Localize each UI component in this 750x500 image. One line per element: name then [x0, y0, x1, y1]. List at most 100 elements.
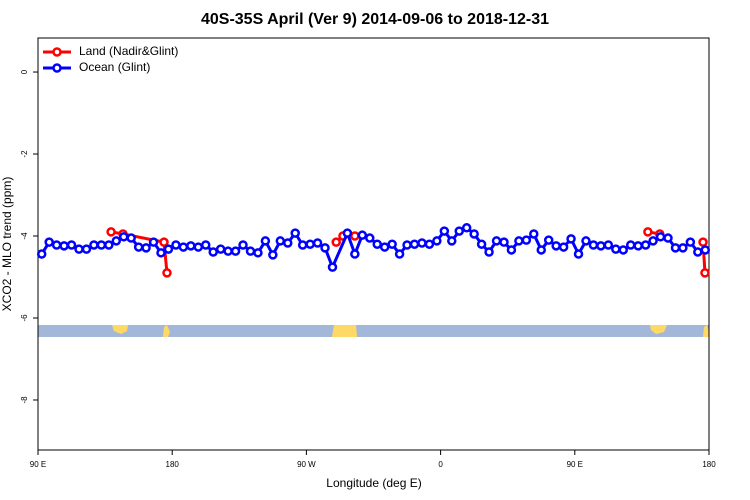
data-point — [424, 239, 435, 249]
data-point — [162, 268, 172, 278]
data-point — [409, 239, 420, 249]
data-point — [447, 236, 457, 246]
legend-label: Ocean (Glint) — [79, 60, 150, 74]
legend-marker — [52, 63, 62, 73]
data-point — [159, 237, 169, 247]
data-point — [193, 242, 204, 252]
data-point — [693, 247, 703, 257]
data-point — [215, 244, 226, 254]
legend-label: Land (Nadir&Glint) — [79, 44, 178, 58]
y-tick-label: -2 — [20, 150, 29, 158]
data-point — [625, 240, 636, 250]
data-point — [66, 240, 77, 250]
data-point — [171, 240, 181, 250]
land-blob — [112, 325, 128, 334]
data-point — [350, 231, 360, 241]
y-axis-label: XCO2 - MLO trend (ppm) — [0, 177, 14, 312]
data-point — [163, 244, 174, 254]
data-point — [394, 249, 405, 259]
data-point — [698, 237, 708, 247]
data-point — [529, 229, 539, 239]
data-point — [230, 246, 241, 256]
land-blob — [703, 325, 709, 337]
x-tick-label: 0 — [438, 460, 443, 469]
data-point — [685, 237, 696, 247]
data-point — [678, 243, 688, 253]
data-point — [417, 238, 427, 248]
data-point — [331, 237, 341, 247]
data-point — [648, 236, 658, 246]
data-point — [506, 245, 517, 255]
data-point — [387, 239, 397, 249]
data-point — [633, 241, 643, 251]
data-point — [350, 249, 360, 259]
data-point — [238, 240, 248, 250]
data-point — [141, 243, 151, 253]
data-point — [275, 236, 286, 246]
data-point — [133, 242, 144, 252]
data-point — [327, 262, 338, 272]
data-point — [700, 245, 711, 255]
data-point — [566, 234, 576, 244]
data-point — [305, 239, 315, 249]
data-point — [357, 230, 368, 240]
data-point — [469, 229, 479, 239]
data-point — [476, 239, 487, 249]
data-point — [148, 237, 159, 247]
data-point — [260, 236, 271, 246]
data-point — [126, 233, 136, 243]
data-point — [253, 248, 263, 258]
data-point — [104, 240, 114, 250]
data-point — [268, 250, 278, 260]
data-point — [454, 226, 464, 236]
data-point — [51, 240, 62, 250]
data-point — [573, 249, 584, 259]
data-point — [111, 236, 122, 246]
data-point — [342, 228, 353, 238]
legend-marker — [52, 47, 62, 57]
data-point — [611, 244, 621, 254]
y-tick-label: -4 — [20, 232, 29, 240]
data-point — [156, 248, 166, 258]
land-blob — [163, 325, 170, 337]
data-point — [439, 226, 450, 236]
data-point — [655, 232, 666, 242]
land-strip — [38, 325, 709, 337]
y-tick-label: -6 — [20, 314, 29, 322]
data-point — [372, 239, 382, 249]
data-point — [283, 238, 293, 248]
data-point — [365, 233, 375, 243]
x-tick-label: 180 — [166, 460, 180, 469]
plot-frame — [37, 37, 710, 451]
data-point — [96, 240, 107, 250]
data-point — [245, 246, 256, 256]
y-tick-label: 0 — [20, 69, 29, 74]
data-point — [700, 268, 710, 278]
land-blob — [650, 325, 667, 334]
data-point — [223, 246, 233, 256]
data-point — [89, 240, 99, 250]
data-point — [663, 233, 673, 243]
data-point — [208, 247, 218, 257]
ocean-band — [38, 325, 709, 337]
data-point — [596, 241, 606, 251]
data-point — [670, 243, 681, 253]
data-point — [297, 240, 308, 250]
x-tick-label: 180 — [702, 460, 716, 469]
data-point — [320, 243, 330, 253]
data-point — [603, 240, 614, 250]
data-point — [484, 247, 494, 257]
data-point — [461, 223, 472, 233]
data-point — [106, 227, 116, 237]
data-point — [36, 249, 47, 259]
data-point — [588, 240, 599, 250]
data-point — [514, 236, 524, 246]
data-point — [74, 244, 84, 254]
data-point — [581, 236, 591, 246]
data-point — [499, 237, 509, 247]
data-point — [178, 242, 189, 252]
data-point — [59, 241, 69, 251]
y-tick-label: -8 — [20, 396, 29, 404]
chart-title: 40S-35S April (Ver 9) 2014-09-06 to 2018… — [201, 11, 549, 28]
